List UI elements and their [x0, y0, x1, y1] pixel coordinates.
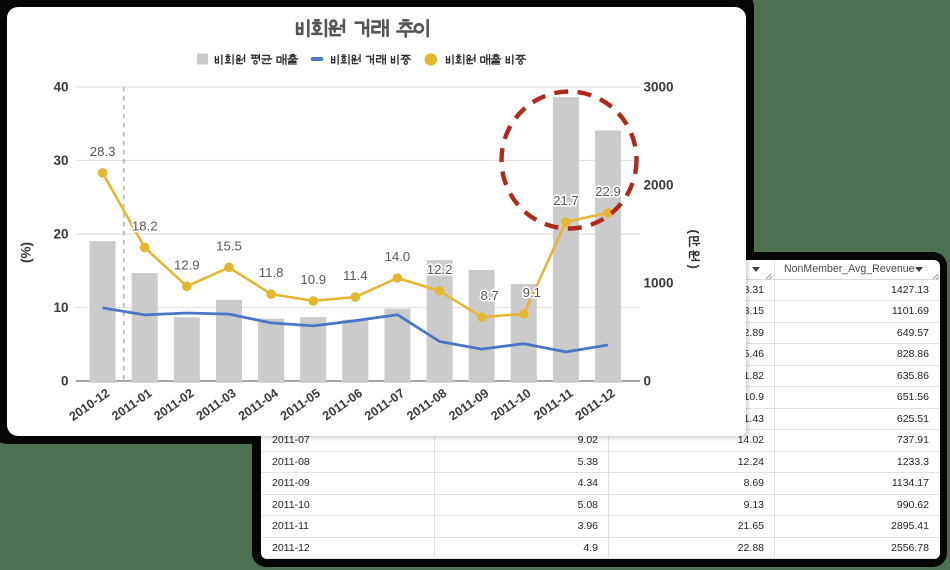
svg-text:11.8: 11.8	[259, 265, 284, 280]
svg-text:1000: 1000	[644, 276, 674, 291]
svg-text:10.9: 10.9	[300, 272, 326, 287]
svg-text:2011-09: 2011-09	[446, 386, 491, 423]
svg-text:2011-03: 2011-03	[194, 386, 239, 423]
svg-text:30: 30	[53, 153, 68, 168]
svg-text:2011-06: 2011-06	[320, 386, 365, 423]
svg-text:): )	[687, 265, 702, 269]
svg-text:3000: 3000	[644, 80, 674, 95]
svg-text:20: 20	[53, 227, 68, 242]
svg-text:28.3: 28.3	[90, 144, 116, 159]
svg-text:9.1: 9.1	[523, 285, 541, 300]
svg-text:2011-08: 2011-08	[404, 386, 449, 423]
svg-text:40: 40	[53, 80, 68, 95]
svg-text:(%): (%)	[19, 242, 34, 263]
svg-text:2011-05: 2011-05	[278, 386, 323, 423]
svg-text:12.2: 12.2	[427, 262, 453, 277]
svg-text:0: 0	[61, 374, 69, 389]
svg-text:18.2: 18.2	[132, 219, 158, 234]
svg-text:15.5: 15.5	[216, 239, 242, 254]
svg-text:10: 10	[53, 300, 68, 315]
svg-text:2000: 2000	[644, 178, 674, 193]
svg-text:11.4: 11.4	[343, 268, 368, 283]
svg-text:2011-04: 2011-04	[236, 386, 281, 423]
svg-text:2011-12: 2011-12	[573, 386, 618, 423]
svg-text:2011-02: 2011-02	[151, 386, 196, 423]
svg-text:12.9: 12.9	[174, 257, 200, 272]
svg-text:2011-10: 2011-10	[488, 386, 533, 423]
svg-text:2011-11: 2011-11	[531, 386, 576, 423]
svg-text:2010-12: 2010-12	[67, 386, 113, 424]
svg-text:14.0: 14.0	[385, 249, 411, 264]
svg-text:8.7: 8.7	[481, 288, 499, 303]
svg-text:0: 0	[644, 374, 652, 389]
svg-text:22.9: 22.9	[595, 184, 621, 199]
svg-text:(: (	[687, 230, 702, 235]
svg-text:21.7: 21.7	[553, 193, 579, 208]
svg-text:2011-07: 2011-07	[362, 386, 407, 423]
svg-text:2011-01: 2011-01	[109, 386, 154, 423]
